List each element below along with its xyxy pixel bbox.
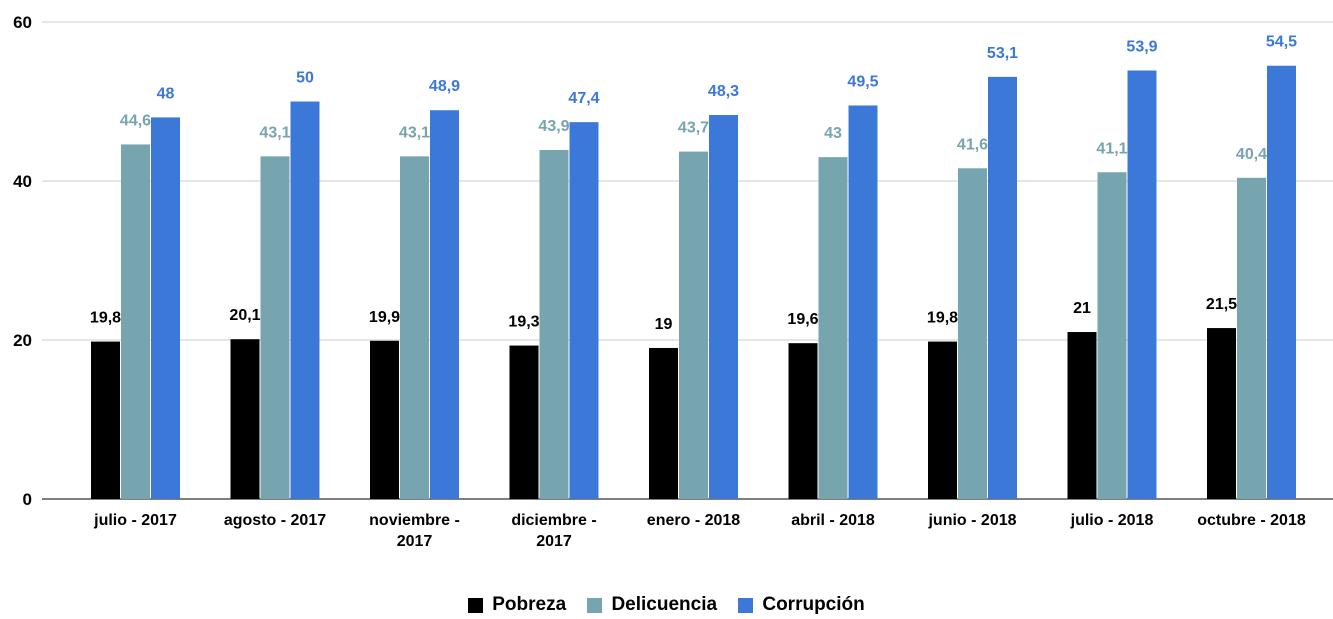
data-label: 49,5 [847, 73, 878, 90]
data-labels: 19,8 44,6 48 20,1 43,1 50 19,9 43,1 48,9 19,3 43,9… [90, 34, 1297, 333]
x-tick-label-line: diciembre - [511, 512, 596, 529]
data-label: 43 [824, 125, 842, 142]
data-label: 53,9 [1126, 38, 1157, 55]
bar-corrupcin [1267, 65, 1296, 499]
bars [91, 65, 1296, 500]
x-tick-label: agosto - 2017 [224, 512, 326, 529]
bar-pobreza [509, 345, 539, 499]
bar-corrupcin [430, 110, 459, 500]
bar-delicuencia [958, 168, 987, 499]
x-tick-label-line: julio - 2018 [1070, 512, 1154, 529]
legend-item-delicuencia: Delicuencia [587, 594, 717, 616]
legend-swatch-pobreza [468, 597, 484, 613]
data-label: 41,6 [957, 136, 988, 153]
data-label: 19,8 [927, 310, 958, 327]
data-label: 47,4 [568, 90, 599, 107]
bar-pobreza [788, 343, 818, 499]
data-label: 20,1 [229, 307, 260, 324]
x-tick-labels: julio - 2017 agosto - 2017 noviembre - 2017… [93, 512, 1306, 550]
x-tick-label-line: julio - 2017 [93, 512, 177, 529]
data-label: 21,5 [1206, 296, 1237, 313]
x-tick-label-line: 2017 [397, 533, 433, 550]
legend-item-corrupcion: Corrupción [738, 594, 865, 616]
bar-corrupcin [1127, 70, 1157, 500]
legend-swatch-delicuencia [587, 597, 603, 613]
bar-delicuencia [539, 149, 569, 499]
x-tick-label: diciembre - 2017 [511, 512, 596, 550]
bar-corrupcin [290, 101, 320, 499]
x-tick-label: noviembre - 2017 [369, 512, 460, 550]
x-tick-label: octubre - 2018 [1197, 512, 1306, 529]
data-label: 48,9 [429, 78, 460, 95]
x-tick-label: julio - 2017 [93, 512, 177, 529]
legend-label-corrupcion: Corrupción [762, 594, 865, 615]
data-label: 41,1 [1096, 140, 1127, 157]
data-label: 43,1 [259, 124, 290, 141]
bar-corrupcin [709, 115, 738, 499]
y-tick-label: 40 [13, 172, 32, 191]
data-label: 21 [1073, 300, 1091, 317]
bar-delicuencia [1097, 172, 1127, 499]
legend: Pobreza Delicuencia Corrupción [0, 594, 1333, 619]
x-tick-label-line: junio - 2018 [927, 512, 1016, 529]
chart: 0 20 40 60 19,8 44,6 48 20,1 43,1 50 19,9 43,1 48,9… [13, 13, 1333, 550]
bar-delicuencia [121, 144, 150, 499]
data-label: 43,7 [678, 120, 709, 137]
bar-delicuencia [1237, 177, 1266, 499]
legend-swatch-corrupcion [738, 597, 754, 613]
x-tick-label-line: agosto - 2017 [224, 512, 326, 529]
bar-pobreza [928, 341, 957, 499]
data-label: 53,1 [987, 45, 1018, 62]
x-tick-label-line: octubre - 2018 [1197, 512, 1306, 529]
data-label: 43,1 [399, 124, 430, 141]
bar-corrupcin [988, 76, 1017, 499]
legend-label-pobreza: Pobreza [492, 594, 567, 615]
y-tick-label: 20 [13, 331, 32, 350]
data-label: 19 [655, 316, 673, 333]
x-tick-label-line: abril - 2018 [791, 512, 875, 529]
y-tick-label: 60 [13, 13, 32, 32]
data-label: 54,5 [1266, 34, 1297, 51]
data-label: 50 [296, 70, 314, 87]
y-tick-label: 0 [23, 490, 32, 509]
x-tick-label: julio - 2018 [1070, 512, 1154, 529]
x-tick-label: abril - 2018 [791, 512, 875, 529]
bar-delicuencia [400, 156, 429, 500]
x-tick-label: junio - 2018 [927, 512, 1016, 529]
data-label: 48 [157, 85, 175, 102]
x-tick-label-line: 2017 [536, 533, 572, 550]
data-label: 19,8 [90, 310, 121, 327]
bar-corrupcin [151, 117, 180, 500]
data-label: 44,6 [120, 112, 151, 129]
data-label: 48,3 [708, 83, 739, 100]
x-tick-label-line: noviembre - [369, 512, 460, 529]
bar-delicuencia [679, 151, 708, 499]
data-label: 19,6 [787, 311, 818, 328]
x-tick-label-line: enero - 2018 [647, 512, 740, 529]
bar-pobreza [1067, 332, 1097, 499]
data-label: 40,4 [1236, 146, 1267, 163]
bar-pobreza [1207, 328, 1236, 499]
bar-corrupcin [569, 122, 599, 500]
bar-pobreza [370, 340, 399, 499]
x-tick-label: enero - 2018 [647, 512, 740, 529]
bar-delicuencia [260, 156, 290, 500]
legend-item-pobreza: Pobreza [468, 594, 566, 616]
bar-pobreza [649, 347, 678, 499]
bar-corrupcin [848, 105, 878, 499]
data-label: 19,9 [369, 309, 400, 326]
y-tick-labels: 0 20 40 60 [13, 13, 32, 509]
data-label: 43,9 [538, 118, 569, 135]
bar-pobreza [91, 341, 120, 499]
legend-label-delicuencia: Delicuencia [611, 594, 718, 615]
bar-pobreza [230, 339, 260, 499]
data-label: 19,3 [508, 314, 539, 331]
bar-delicuencia [818, 157, 848, 499]
